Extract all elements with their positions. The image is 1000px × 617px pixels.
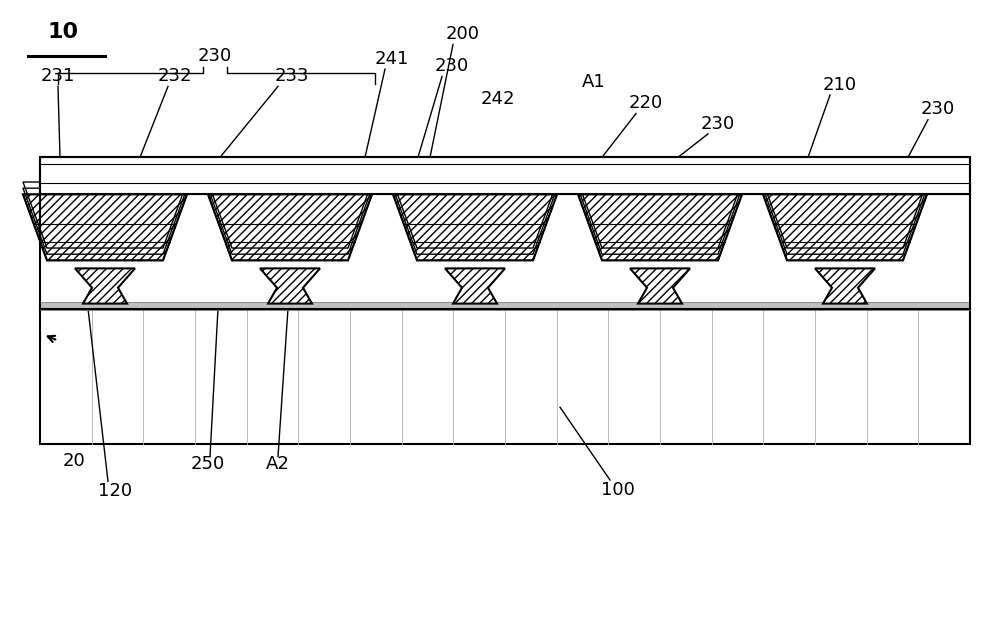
Text: 220: 220 bbox=[629, 94, 663, 112]
Text: 230: 230 bbox=[198, 47, 232, 65]
Bar bbox=[40, 157, 970, 194]
Bar bbox=[372, 194, 393, 308]
Text: 230: 230 bbox=[435, 57, 469, 75]
Bar bbox=[40, 157, 970, 308]
Polygon shape bbox=[23, 194, 187, 260]
Text: 120: 120 bbox=[98, 482, 132, 500]
Bar bbox=[40, 308, 970, 444]
Text: A2: A2 bbox=[266, 455, 290, 473]
Polygon shape bbox=[445, 268, 505, 304]
Text: 20: 20 bbox=[63, 452, 85, 470]
Text: 210: 210 bbox=[823, 76, 857, 94]
Text: 242: 242 bbox=[481, 90, 515, 108]
Bar bbox=[40, 302, 970, 310]
Text: 250: 250 bbox=[191, 455, 225, 473]
Text: 200: 200 bbox=[446, 25, 480, 43]
Text: 100: 100 bbox=[601, 481, 635, 499]
Bar bbox=[927, 194, 970, 308]
Polygon shape bbox=[815, 268, 875, 304]
Bar bbox=[742, 194, 763, 308]
Polygon shape bbox=[260, 268, 320, 304]
Text: 241: 241 bbox=[375, 50, 409, 68]
Polygon shape bbox=[393, 194, 557, 260]
Polygon shape bbox=[578, 194, 742, 260]
Polygon shape bbox=[208, 194, 372, 260]
Polygon shape bbox=[630, 268, 690, 304]
Text: 230: 230 bbox=[701, 115, 735, 133]
Polygon shape bbox=[75, 268, 135, 304]
Polygon shape bbox=[763, 194, 927, 260]
Text: 232: 232 bbox=[158, 67, 192, 85]
Bar bbox=[187, 194, 208, 308]
Text: A1: A1 bbox=[582, 73, 606, 91]
Bar bbox=[557, 194, 578, 308]
Text: 230: 230 bbox=[921, 101, 955, 118]
Text: 233: 233 bbox=[275, 67, 309, 85]
Text: 231: 231 bbox=[41, 67, 75, 85]
Text: 10: 10 bbox=[48, 22, 79, 41]
